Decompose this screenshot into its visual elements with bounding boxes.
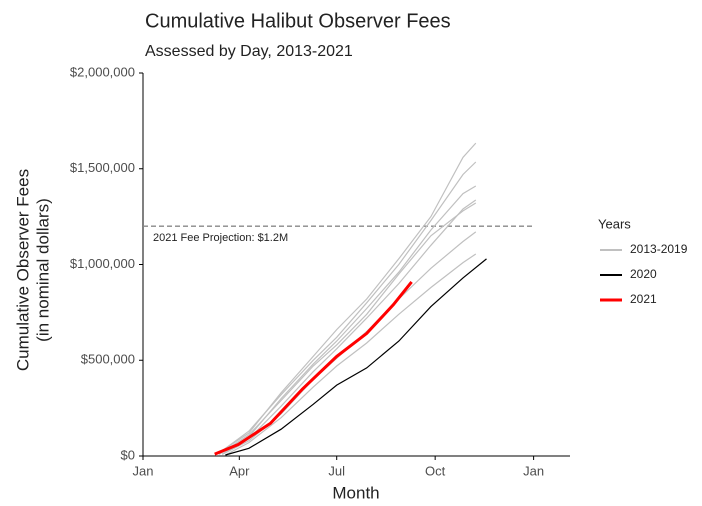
y-tick-label: $1,000,000 [70, 256, 135, 271]
legend-label: 2020 [630, 267, 657, 281]
line [218, 202, 477, 456]
line [221, 231, 477, 456]
line [216, 142, 477, 455]
reference-label: 2021 Fee Projection: $1.2M [153, 232, 288, 244]
line [221, 185, 477, 455]
y-tick-label: $500,000 [81, 352, 135, 367]
chart-title: Cumulative Halibut Observer Fees [145, 10, 451, 32]
x-axis-label: Month [332, 483, 379, 502]
y-tick-label: $1,500,000 [70, 160, 135, 175]
line [221, 199, 477, 455]
x-tick-label: Jul [328, 463, 345, 478]
y-tick-label: $0 [121, 447, 135, 462]
x-tick-label: Jan [133, 463, 154, 478]
x-tick-label: Oct [425, 463, 446, 478]
line [218, 161, 477, 454]
legend-label: 2021 [630, 292, 657, 306]
chart-subtitle: Assessed by Day, 2013-2021 [145, 43, 353, 60]
legend-label: 2013-2019 [630, 242, 688, 256]
line [214, 280, 413, 456]
y-axis-label: Cumulative Observer Fees [13, 169, 32, 371]
y-tick-label: $2,000,000 [70, 64, 135, 79]
x-tick-label: Jan [523, 463, 544, 478]
line [225, 253, 477, 456]
legend-title: Years [598, 216, 631, 231]
y-axis-label: (in nominal dollars) [33, 198, 52, 342]
x-tick-label: Apr [229, 463, 250, 478]
line [225, 258, 487, 456]
